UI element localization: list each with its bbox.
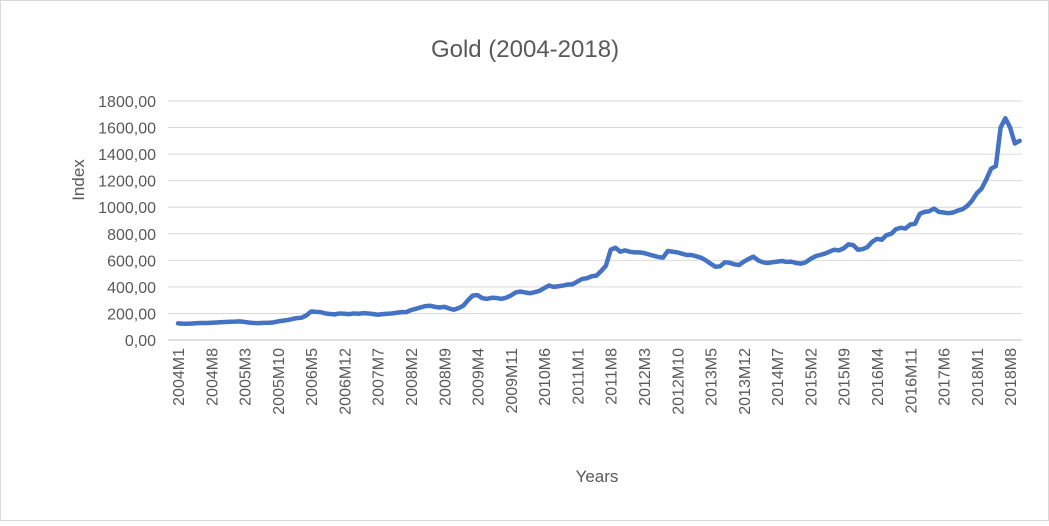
data-line <box>175 116 1022 327</box>
x-tick-label: 2010M6 <box>537 348 554 406</box>
y-tick-label: 1400,00 <box>98 147 156 164</box>
x-tick-label: 2012M3 <box>637 348 654 406</box>
x-tick-label: 2015M2 <box>803 348 820 406</box>
y-tick-label: 0,00 <box>125 333 156 350</box>
x-axis-label: Years <box>576 467 619 486</box>
y-tick-label: 800,00 <box>107 227 156 244</box>
x-tick-label: 2016M4 <box>870 348 887 406</box>
x-tick-label: 2011M1 <box>570 348 587 405</box>
chart-title: Gold (2004-2018) <box>431 36 619 63</box>
y-tick-label: 1600,00 <box>98 121 156 138</box>
x-tick-label: 2011M8 <box>604 348 621 405</box>
x-tick-label: 2013M12 <box>737 348 754 415</box>
y-tick-label: 200,00 <box>107 306 156 323</box>
x-tick-label: 2006M5 <box>304 348 321 406</box>
x-tick-label: 2009M11 <box>504 348 521 414</box>
x-tick-label: 2005M10 <box>271 348 288 415</box>
x-tick-label: 2006M12 <box>337 348 354 415</box>
x-tick-label: 2014M7 <box>770 348 787 406</box>
x-tick-label: 2017M6 <box>937 348 954 406</box>
x-tick-label: 2008M2 <box>404 348 421 406</box>
y-axis-label: Index <box>69 159 88 201</box>
x-tick-label: 2005M3 <box>238 348 255 406</box>
x-tick-label: 2018M1 <box>970 348 987 406</box>
x-tick-label: 2004M1 <box>171 348 188 406</box>
x-tick-label: 2008M9 <box>437 348 454 406</box>
y-tick-label: 1000,00 <box>98 200 156 217</box>
y-tick-label: 1800,00 <box>98 94 156 111</box>
x-tick-label: 2009M4 <box>471 348 488 406</box>
x-tick-label: 2018M8 <box>1003 348 1020 406</box>
x-tick-label: 2013M5 <box>704 348 721 406</box>
x-tick-label: 2004M8 <box>204 348 221 406</box>
y-tick-label: 600,00 <box>107 253 156 270</box>
x-tick-label: 2012M10 <box>670 348 687 415</box>
y-tick-label: 400,00 <box>107 280 156 297</box>
x-tick-label: 2007M7 <box>371 348 388 406</box>
x-tick-label: 2015M9 <box>837 348 854 406</box>
x-tick-label: 2016M11 <box>903 348 920 414</box>
y-tick-label: 1200,00 <box>98 174 156 191</box>
